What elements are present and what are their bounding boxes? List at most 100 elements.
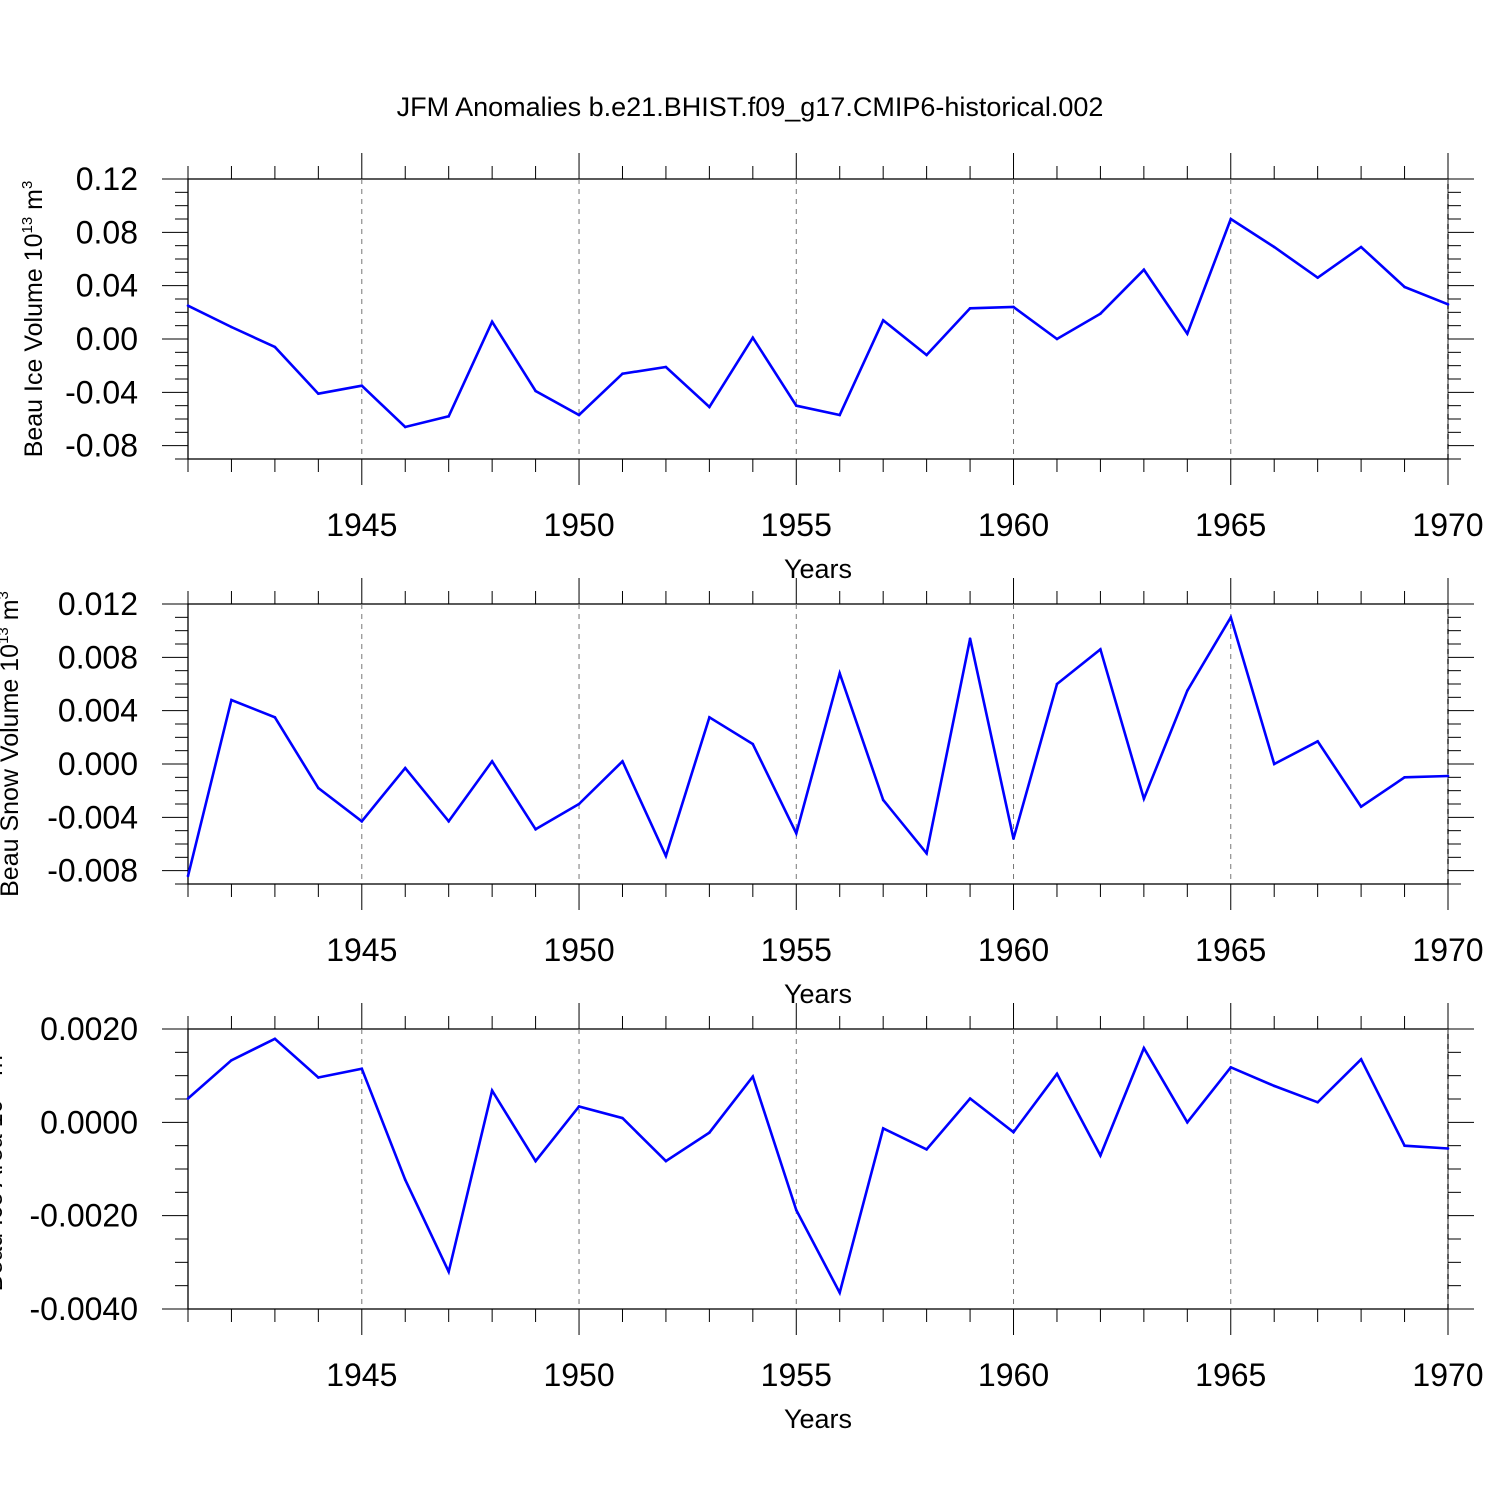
x-tick-label: 1955 (761, 932, 832, 968)
data-point (490, 1089, 494, 1092)
y-axis-label-superscript: 3 (19, 181, 36, 189)
data-point (230, 1058, 233, 1062)
y-tick-label: -0.008 (47, 853, 138, 889)
y-tick-label: -0.0040 (29, 1291, 138, 1327)
y-tick-label: 0.0020 (40, 1011, 138, 1047)
data-point (317, 1076, 320, 1079)
series-line (186, 614, 1449, 877)
y-axis-label: Beau Snow Volume 1013 m3 (0, 591, 24, 897)
y-axis-label-superscript: 13 (0, 627, 12, 644)
data-point (1099, 648, 1102, 651)
data-point (1316, 1100, 1319, 1104)
data-point (1055, 337, 1059, 341)
data-point (925, 852, 928, 855)
data-point (1272, 245, 1276, 249)
data-point (708, 405, 711, 409)
data-point (186, 304, 190, 307)
data-point (360, 1067, 364, 1070)
y-axis-label: Beau Ice Area 1013 m2 (0, 1047, 8, 1292)
x-tick-label: 1970 (1412, 932, 1483, 968)
data-point (794, 404, 798, 407)
data-point (1403, 776, 1406, 779)
data-point (968, 307, 972, 310)
data-point (1229, 1065, 1233, 1069)
data-point (186, 874, 190, 878)
y-tick-label: 0.008 (58, 639, 138, 675)
plot-frame (187, 603, 1449, 885)
data-point (1359, 805, 1363, 808)
series-line (187, 217, 1449, 429)
data-point (1055, 682, 1059, 686)
y-axis-label: Beau Ice Volume 1013 m3 (19, 181, 48, 458)
x-tick-label: 1960 (978, 932, 1049, 968)
data-point (1229, 616, 1233, 619)
y-tick-label: -0.04 (65, 374, 138, 410)
y-tick-label: 0.0000 (40, 1104, 138, 1140)
data-point (1272, 762, 1276, 766)
data-point (360, 820, 364, 823)
data-point (751, 742, 755, 746)
data-point (447, 415, 450, 418)
x-tick-label: 1950 (543, 1357, 614, 1393)
y-tick-label: 0.00 (76, 321, 138, 357)
data-point (1012, 1130, 1015, 1134)
x-tick-label: 1955 (761, 507, 832, 543)
x-tick-label: 1955 (761, 1357, 832, 1393)
y-tick-label: -0.004 (47, 799, 138, 835)
data-point (621, 760, 624, 763)
data-point (317, 392, 320, 395)
data-point (1446, 1147, 1450, 1150)
data-point (403, 766, 407, 770)
x-tick-label: 1965 (1195, 507, 1266, 543)
data-point (1403, 285, 1406, 289)
y-tick-label: 0.000 (58, 746, 138, 782)
x-tick-label: 1945 (326, 507, 397, 543)
x-tick-label: 1960 (978, 1357, 1049, 1393)
data-point (1359, 245, 1363, 249)
data-point (1055, 1072, 1059, 1076)
data-point (230, 698, 233, 702)
data-point (577, 802, 581, 806)
data-point (360, 384, 364, 387)
x-axis-label: Years (784, 979, 852, 1009)
data-point (968, 637, 972, 640)
figure-title: JFM Anomalies b.e21.BHIST.f09_g17.CMIP6-… (397, 92, 1104, 122)
y-axis-label-text: Beau Ice Volume 10 (20, 234, 48, 458)
data-point (1446, 774, 1450, 778)
y-tick-label: -0.0020 (29, 1198, 138, 1234)
data-point (621, 372, 624, 375)
data-point (230, 325, 233, 329)
data-point (1142, 1046, 1146, 1050)
plot-frame (187, 1028, 1449, 1310)
data-point (925, 353, 928, 357)
data-point (621, 1116, 624, 1120)
data-point (838, 672, 842, 675)
data-point (577, 413, 581, 417)
data-point (447, 820, 450, 823)
chart-panel-1: 0.12 0.08 0.04 0.00 -0.04 -0.08 1945 1950 1955 19… (19, 153, 1484, 584)
y-tick-label: 0.12 (76, 161, 138, 197)
data-point (1229, 217, 1233, 221)
y-axis-label-text: Beau Snow Volume 10 (0, 644, 24, 897)
chart-panels: 0.12 0.08 0.04 0.00 -0.04 -0.08 1945 1950 1955 19… (0, 153, 1484, 1434)
data-point (403, 1178, 407, 1182)
data-point (186, 1097, 190, 1100)
data-point (273, 345, 277, 349)
x-tick-label: 1950 (543, 932, 614, 968)
data-point (968, 1097, 972, 1100)
y-tick-label: -0.08 (65, 428, 138, 464)
data-point (1186, 332, 1189, 335)
data-point (1186, 689, 1189, 692)
y-axis-label-text: m (0, 1055, 8, 1083)
data-point (273, 1037, 277, 1041)
data-point (534, 389, 537, 393)
data-point (490, 760, 494, 763)
x-tick-label: 1950 (543, 507, 614, 543)
x-tick-label: 1965 (1195, 932, 1266, 968)
y-tick-label: 0.04 (76, 268, 138, 304)
x-tick-label: 1965 (1195, 1357, 1266, 1393)
y-axis-label-text: m (20, 189, 48, 217)
data-point (1099, 312, 1102, 315)
data-point (794, 1208, 798, 1212)
